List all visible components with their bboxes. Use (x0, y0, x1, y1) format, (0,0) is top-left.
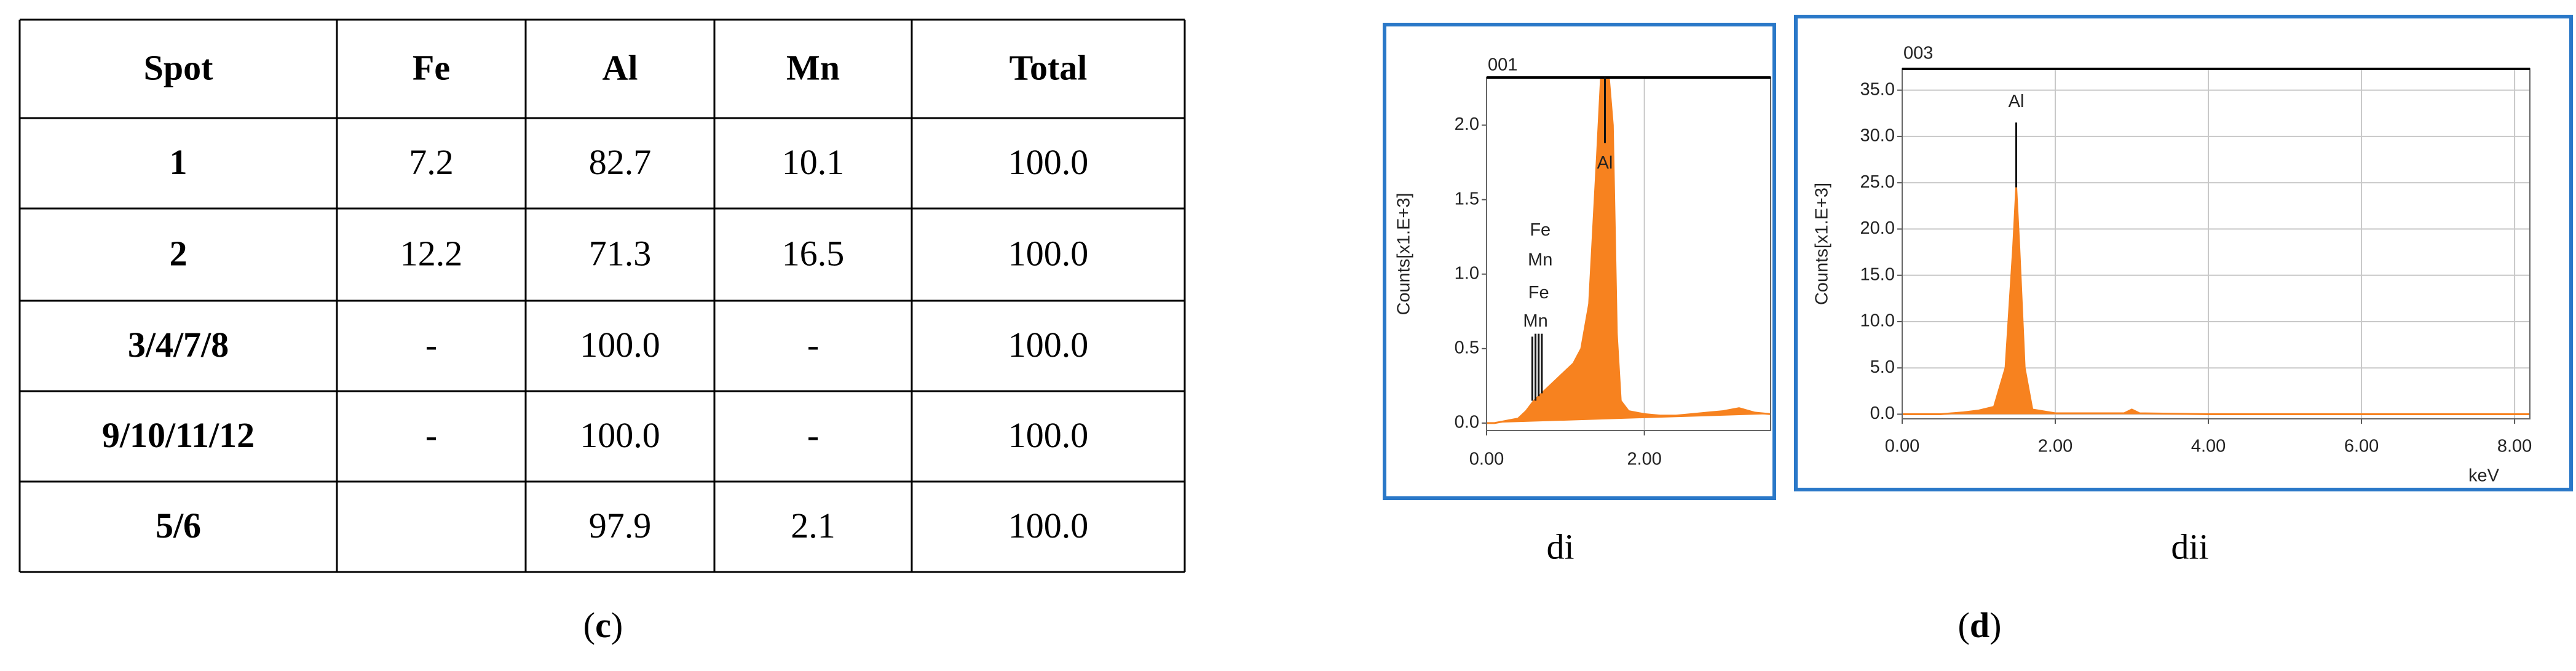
table-cell: - (807, 325, 819, 365)
table-cell: Al (603, 47, 638, 87)
y-axis-label: Counts[x1.E+3] (1812, 183, 1832, 305)
table-cell: 100.0 (580, 325, 660, 365)
table-cell: 10.1 (782, 142, 845, 182)
table-cell: Fe (413, 47, 450, 87)
y-tick-label: 25.0 (1860, 172, 1895, 192)
table-cell: - (807, 415, 819, 455)
peak-label: Fe (1530, 220, 1551, 240)
caption-part: ) (1989, 605, 2001, 645)
y-tick-label: 0.5 (1455, 338, 1479, 357)
table-cell: 2 (170, 233, 188, 273)
y-tick-label: 0.0 (1870, 403, 1895, 423)
chart-title: 003 (1903, 44, 1933, 63)
table-cell: 5/6 (156, 506, 201, 546)
y-tick-label: 10.0 (1860, 311, 1895, 331)
x-tick-label: 8.00 (2497, 437, 2532, 456)
spectrum-area (1902, 187, 2530, 415)
caption-part: ( (1958, 605, 1970, 645)
table-cell: 100.0 (1008, 325, 1089, 365)
peak-label: Mn (1523, 311, 1547, 331)
y-tick-label: 0.0 (1455, 413, 1479, 432)
spectrum-area (1487, 77, 1771, 424)
caption-part: d (1970, 605, 1989, 645)
table-cell: - (425, 325, 437, 365)
table-cell: 3/4/7/8 (128, 325, 229, 365)
table-cell: Spot (144, 47, 214, 87)
y-tick-label: 5.0 (1870, 357, 1895, 377)
chart-title: 001 (1488, 55, 1517, 75)
peak-label: Al (1597, 153, 1613, 173)
panel-frame (1383, 23, 1776, 500)
chart-caption: di (1546, 526, 1574, 566)
y-tick-label: 15.0 (1860, 264, 1895, 284)
y-tick-label: 20.0 (1860, 218, 1895, 238)
x-tick-label: 6.00 (2344, 437, 2379, 456)
y-tick-label: 1.0 (1455, 263, 1479, 283)
table-cell: 100.0 (580, 415, 660, 455)
table-cell: 7.2 (409, 142, 454, 182)
table-cell: 100.0 (1008, 506, 1089, 546)
y-tick-label: 2.0 (1455, 114, 1479, 134)
table-cell: - (425, 415, 437, 455)
caption-part: c (595, 605, 611, 645)
table-cell: 82.7 (589, 142, 652, 182)
y-tick-label: 35.0 (1860, 79, 1895, 99)
panel-frame (1794, 15, 2573, 491)
chart-caption: dii (2171, 526, 2208, 566)
x-tick-label: 0.00 (1469, 450, 1504, 469)
caption-part: ( (583, 605, 595, 645)
table-cell: Total (1009, 47, 1088, 87)
panel-caption: (c) (583, 605, 623, 645)
x-tick-label: 2.00 (2038, 437, 2072, 456)
table-cell: 100.0 (1008, 233, 1089, 273)
panel-caption: (d) (1958, 605, 2002, 645)
table-cell: 1 (170, 142, 188, 182)
table-cell: 71.3 (589, 233, 652, 273)
y-tick-label: 30.0 (1860, 126, 1895, 146)
table-cell: 2.1 (791, 506, 836, 546)
table-cell: 9/10/11/12 (102, 415, 255, 455)
x-tick-label: 0.00 (1885, 437, 1919, 456)
caption-part: ) (611, 605, 623, 645)
table-cell: Mn (786, 47, 840, 87)
x-axis-label: keV (2468, 466, 2500, 486)
y-axis-label: Counts[x1.E+3] (1394, 193, 1414, 315)
y-tick-label: 1.5 (1455, 189, 1479, 208)
x-tick-label: 4.00 (2191, 437, 2226, 456)
table-cell: 97.9 (589, 506, 652, 546)
peak-label: Fe (1528, 283, 1549, 303)
peak-label: Al (2009, 92, 2025, 111)
table-cell: 12.2 (400, 233, 463, 273)
table-cell: 16.5 (782, 233, 845, 273)
table-cell: 100.0 (1008, 415, 1089, 455)
x-tick-label: 2.00 (1627, 450, 1661, 469)
table-cell: 100.0 (1008, 142, 1089, 182)
peak-label: Mn (1528, 250, 1552, 270)
